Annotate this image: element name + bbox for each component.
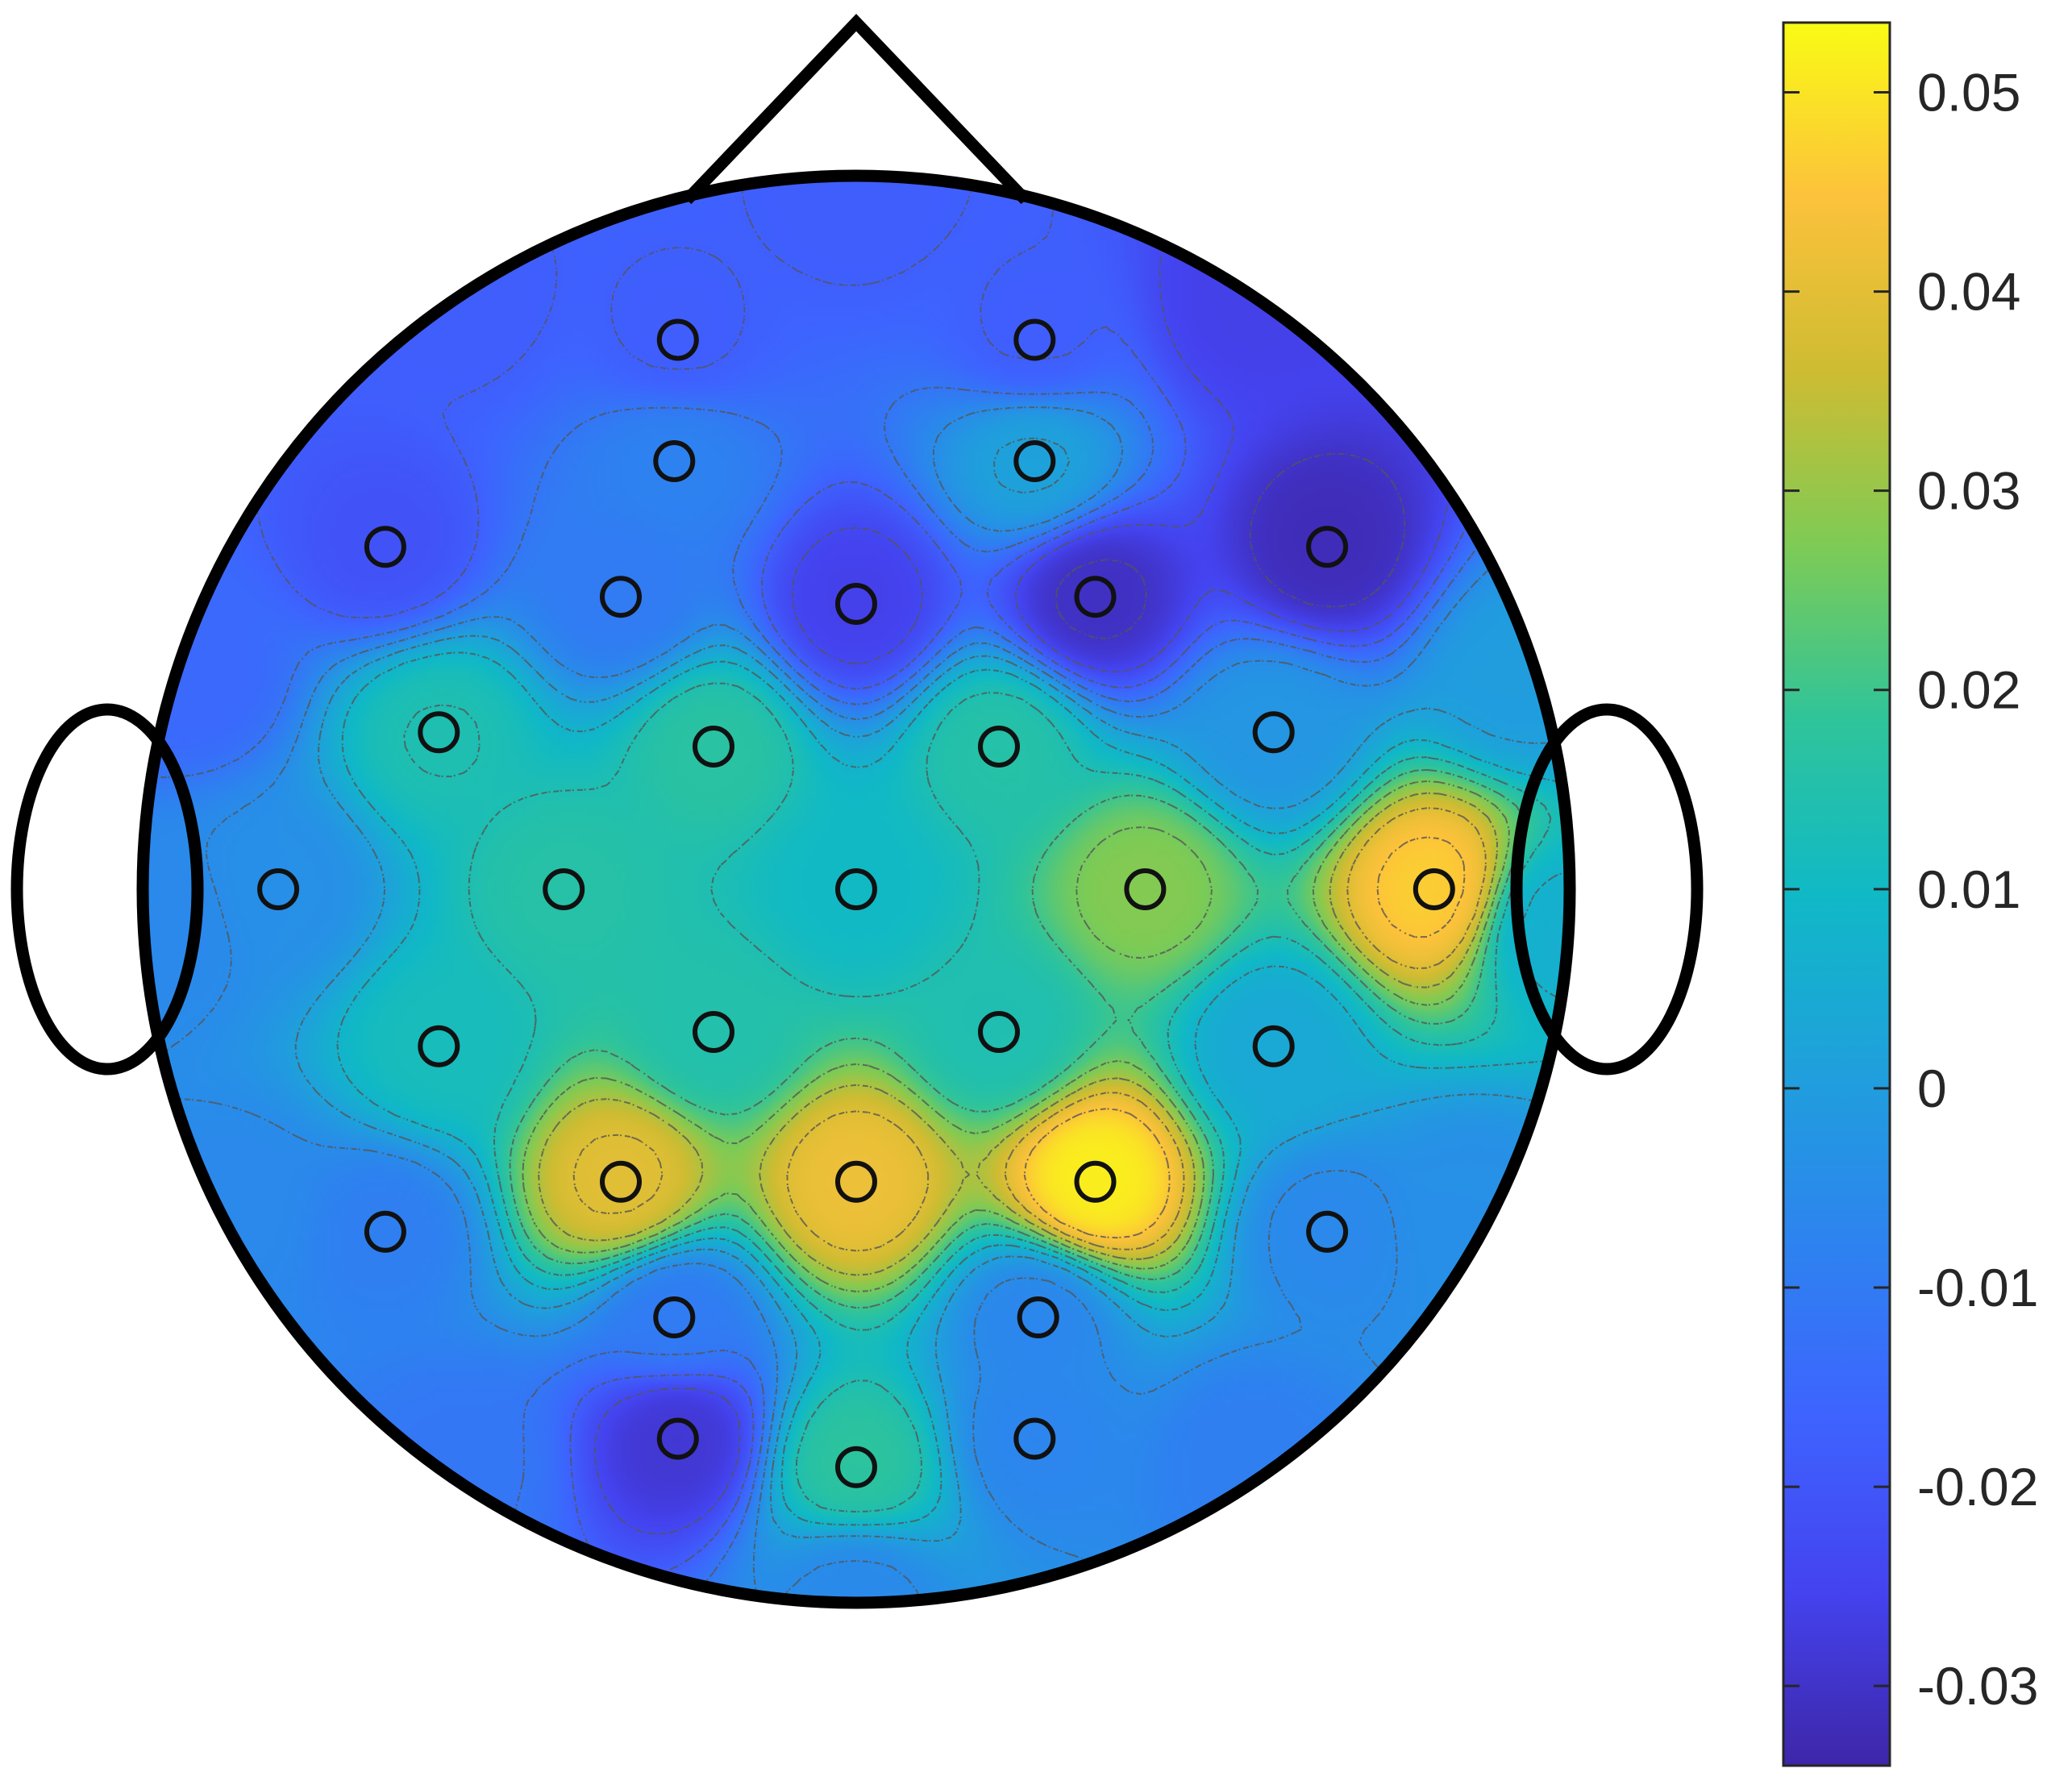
electrode-marker — [600, 576, 642, 618]
colorbar-tick-label: -0.01 — [1917, 1258, 2038, 1317]
electrode-marker — [1013, 1417, 1056, 1460]
scalp-map — [143, 176, 1570, 1603]
right-ear-outline — [1510, 703, 1704, 1076]
colorbar-tick-label: -0.02 — [1917, 1457, 2038, 1517]
electrode-marker — [656, 318, 699, 361]
electrode-marker — [978, 726, 1020, 768]
colorbar-frame — [1782, 21, 1891, 1767]
left-ear-outline — [10, 703, 204, 1076]
electrode-marker — [418, 711, 460, 754]
electrode-marker — [1074, 576, 1117, 618]
electrode-marker — [653, 1296, 696, 1338]
electrode-marker — [1017, 1296, 1059, 1338]
head-outline-group — [10, 14, 1704, 1609]
electrode-marker — [693, 1011, 734, 1053]
electrode-marker — [1306, 1210, 1349, 1253]
electrode-marker — [1074, 1160, 1117, 1203]
heatmap-surface — [143, 176, 1570, 1603]
electrode-markers — [257, 318, 1455, 1488]
electrode-marker — [835, 583, 877, 625]
contour-lines — [143, 176, 1570, 1603]
electrode-marker — [835, 868, 877, 910]
electrode-marker — [364, 1210, 406, 1253]
electrode-marker — [600, 1160, 642, 1203]
electrode-marker — [1013, 440, 1056, 482]
electrode-marker — [1124, 868, 1167, 910]
electrode-marker — [1252, 711, 1295, 754]
colorbar-tick-label: 0.01 — [1917, 859, 2020, 919]
electrode-marker — [978, 1011, 1020, 1053]
colorbar-fill — [1783, 23, 1890, 1766]
electrode-marker — [656, 1417, 699, 1460]
colorbar-tick-label: 0.02 — [1917, 660, 2020, 720]
electrode-marker — [653, 440, 696, 482]
colorbar-tick-label: -0.03 — [1917, 1656, 2038, 1716]
colorbar-tick-label: 0 — [1917, 1059, 1947, 1118]
colorbar-ticks: 0.05 0.04 0.03 0.02 0.01 0 -0.01 -0.02 -0.03 — [1783, 62, 2038, 1716]
contour-path — [143, 176, 1570, 1603]
electrode-marker — [1413, 868, 1455, 910]
colorbar-tick-label: 0.05 — [1917, 62, 2020, 122]
colorbar-tick-label: 0.03 — [1917, 461, 2020, 521]
head-outline — [136, 169, 1576, 1609]
colorbar: 0.05 0.04 0.03 0.02 0.01 0 -0.01 -0.02 -0.03 — [1782, 21, 2038, 1767]
electrode-marker — [1013, 318, 1056, 361]
electrode-marker — [835, 1160, 877, 1203]
electrode-marker — [1252, 1025, 1295, 1067]
electrode-marker — [835, 1446, 877, 1488]
nose-outline — [682, 14, 1030, 205]
electrode-marker — [693, 726, 734, 768]
electrode-marker — [418, 1025, 460, 1067]
electrode-marker — [1306, 526, 1349, 568]
electrode-marker — [257, 868, 300, 910]
electrode-marker — [364, 526, 406, 568]
colorbar-tick-label: 0.04 — [1917, 262, 2020, 322]
electrode-marker — [543, 868, 585, 910]
